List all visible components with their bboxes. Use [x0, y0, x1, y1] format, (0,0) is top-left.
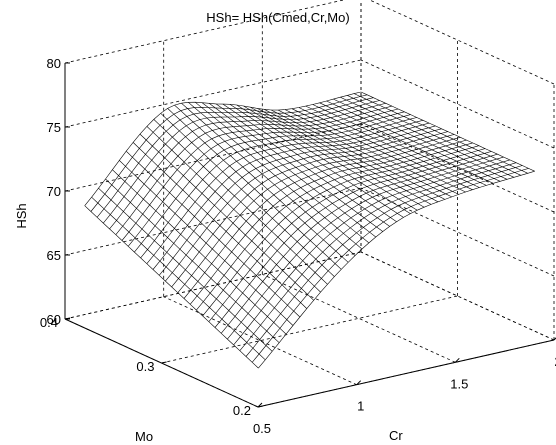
back-wall-grid-line — [64, 59, 362, 128]
back-wall-grid-line — [64, 0, 346, 64]
y-tick — [161, 361, 167, 364]
surface-mesh-line — [239, 162, 517, 351]
surface-mesh — [84, 91, 535, 369]
y-tick — [257, 405, 264, 408]
tick-labels: 0.5 1 1.5 2 0.2 0.3 0.460 65 70 75 80 — [40, 56, 556, 436]
y-axis-label: Mo — [135, 429, 153, 444]
chart-title: HSh= HSh(Cmed,Cr,Mo) — [206, 10, 349, 25]
side-wall-grid-line — [360, 187, 555, 277]
surface-mesh-line — [121, 108, 399, 241]
x-tick — [356, 380, 362, 386]
x-tick — [553, 337, 556, 341]
x-tick-label: 1.5 — [450, 376, 468, 391]
y-tick-label: 0.4 — [40, 315, 58, 330]
surface-mesh-line — [152, 122, 430, 270]
surface-mesh-line — [202, 145, 479, 317]
x-tick-label: 2 — [554, 354, 556, 369]
surface-mesh-line — [208, 148, 486, 322]
surface-mesh-line — [233, 159, 510, 346]
x-tick-label: 0.5 — [253, 421, 271, 436]
back-wall-grid-line — [64, 187, 362, 256]
x-tick — [454, 357, 460, 363]
surface-mesh-line — [96, 97, 374, 218]
x-tick — [257, 402, 263, 408]
grid-lines — [64, 0, 555, 408]
surface-mesh-line — [245, 165, 523, 357]
floor-grid-line — [161, 295, 458, 364]
surface-mesh-line — [90, 94, 368, 212]
z-tick-label: 60 — [47, 312, 61, 327]
surface-mesh-line — [165, 128, 442, 282]
floor-grid-line — [262, 273, 456, 363]
surface-mesh-line — [115, 105, 393, 235]
surface-mesh-line — [177, 134, 455, 293]
surface-mesh-line — [158, 125, 436, 276]
side-wall-grid-line — [368, 0, 555, 85]
surface-mesh-line — [220, 153, 498, 334]
surface-mesh-line — [127, 111, 405, 247]
surface-mesh-line — [189, 139, 467, 305]
floor-grid-line — [163, 296, 357, 386]
side-wall-grid-line — [360, 59, 555, 149]
surface-mesh-line — [84, 205, 259, 369]
x-axis-line — [257, 339, 555, 408]
surface-mesh-line — [171, 131, 448, 288]
axes — [64, 62, 556, 408]
z-tick-label: 75 — [47, 120, 61, 135]
z-tick-label: 65 — [47, 248, 61, 263]
side-wall-grid-line — [360, 251, 555, 341]
surface-mesh-line — [214, 151, 492, 328]
surface-mesh-line — [140, 117, 417, 259]
z-axis-label: HSh — [14, 203, 29, 228]
x-axis-label: Cr — [389, 428, 403, 443]
z-tick-label: 70 — [47, 184, 61, 199]
side-wall-grid-line — [360, 123, 555, 213]
surface-mesh-line — [227, 156, 504, 340]
surface-mesh-line — [84, 91, 362, 206]
surface-mesh-line — [146, 120, 424, 264]
surface-mesh-line — [258, 170, 535, 369]
surface-mesh-line — [183, 137, 461, 299]
y-tick-label: 0.3 — [136, 359, 154, 374]
surface-mesh-line — [109, 103, 386, 230]
surface-mesh-line — [103, 100, 380, 224]
y-tick-label: 0.2 — [233, 403, 251, 418]
x-tick-label: 1 — [357, 399, 364, 414]
surface-mesh-line — [134, 114, 411, 253]
surface-mesh-line — [251, 168, 529, 363]
z-tick-label: 80 — [47, 56, 61, 71]
surface-mesh-line — [196, 142, 473, 311]
